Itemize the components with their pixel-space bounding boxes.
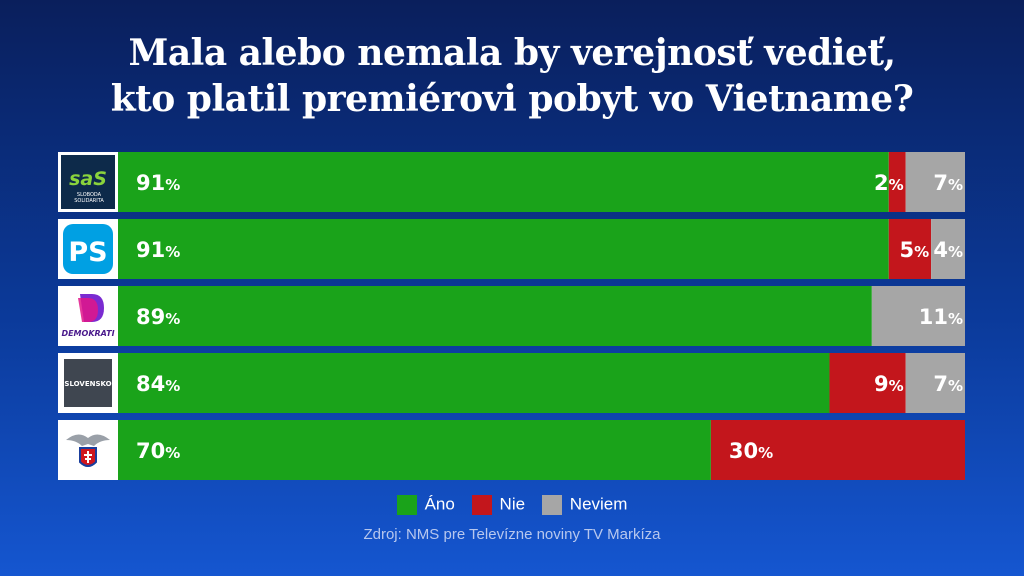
- legend-swatch-nie: [471, 494, 492, 515]
- data-label-nie-sns: 30%: [729, 439, 773, 463]
- data-label-ano-sns: 70%: [136, 439, 180, 463]
- sas-logo-sub1: SLOBODA: [77, 192, 102, 198]
- legend: Áno Nie Neviem: [0, 494, 1024, 515]
- data-label-ano-ps: 91%: [136, 238, 180, 262]
- chart-title: Mala alebo nemala by verejnosť vedieť, k…: [0, 30, 1024, 122]
- bar-neviem-slovensko: [905, 353, 965, 413]
- demokrati-logo-icon: DEMOKRATI: [61, 294, 115, 338]
- slovensko-logo-text: SLOVENSKO: [64, 380, 111, 388]
- legend-item-ano: Áno: [396, 494, 455, 515]
- ps-logo-icon: PS: [63, 224, 113, 274]
- bar-ano-slovensko: [118, 353, 830, 413]
- sas-logo-sub2: SOLIDARITA: [74, 198, 104, 204]
- chart-title-line2: kto platil premiérovi pobyt vo Vietname?: [110, 78, 914, 120]
- chart-title-line1: Mala alebo nemala by verejnosť vedieť,: [128, 32, 896, 74]
- bar-nie-sas: [888, 152, 906, 212]
- legend-item-nie: Nie: [471, 494, 526, 515]
- sns-logo: [58, 420, 118, 480]
- bar-neviem-demokrati: [871, 286, 965, 346]
- bar-ano-sns: [118, 420, 711, 480]
- bar-neviem-ps: [931, 219, 965, 279]
- bar-nie-slovensko: [829, 353, 906, 413]
- bar-ano-sas: [118, 152, 889, 212]
- bar-nie-sns: [710, 420, 965, 480]
- source-note: Zdroj: NMS pre Televízne noviny TV Markí…: [363, 526, 661, 543]
- slovensko-logo-icon: SLOVENSKO: [64, 359, 112, 407]
- data-label-nie-slovensko: 9%: [874, 372, 904, 396]
- sas-logo: saS SLOBODA SOLIDARITA: [58, 152, 118, 212]
- legend-label-ano: Áno: [424, 494, 455, 514]
- demokrati-logo-text: DEMOKRATI: [61, 329, 114, 338]
- data-label-nie-ps: 5%: [899, 238, 929, 262]
- data-label-ano-sas: 91%: [136, 171, 180, 195]
- data-label-neviem-slovensko: 7%: [933, 372, 963, 396]
- demokrati-logo: DEMOKRATI: [58, 286, 118, 346]
- sas-logo-icon: saS SLOBODA SOLIDARITA: [61, 155, 115, 209]
- data-label-ano-demokrati: 89%: [136, 305, 180, 329]
- slovensko-logo: SLOVENSKO: [58, 353, 118, 413]
- legend-item-neviem: Neviem: [541, 494, 628, 515]
- bar-ano-ps: [118, 219, 889, 279]
- sas-logo-text: saS: [69, 168, 107, 190]
- data-label-neviem-ps: 4%: [933, 238, 963, 262]
- legend-label-nie: Nie: [499, 494, 526, 514]
- ps-logo: PS: [58, 219, 118, 279]
- legend-label-neviem: Neviem: [569, 494, 628, 514]
- bar-neviem-sas: [905, 152, 965, 212]
- sns-eagle-icon: [66, 434, 110, 467]
- legend-swatch-ano: [396, 494, 417, 515]
- data-label-neviem-demokrati: 11%: [919, 305, 963, 329]
- ps-logo-text: PS: [68, 237, 107, 268]
- data-label-nie-sas: 2%: [874, 171, 904, 195]
- data-label-neviem-sas: 7%: [933, 171, 963, 195]
- bar-ano-demokrati: [118, 286, 872, 346]
- legend-swatch-neviem: [541, 494, 562, 515]
- data-label-ano-slovensko: 84%: [136, 372, 180, 396]
- bar-nie-ps: [888, 219, 932, 279]
